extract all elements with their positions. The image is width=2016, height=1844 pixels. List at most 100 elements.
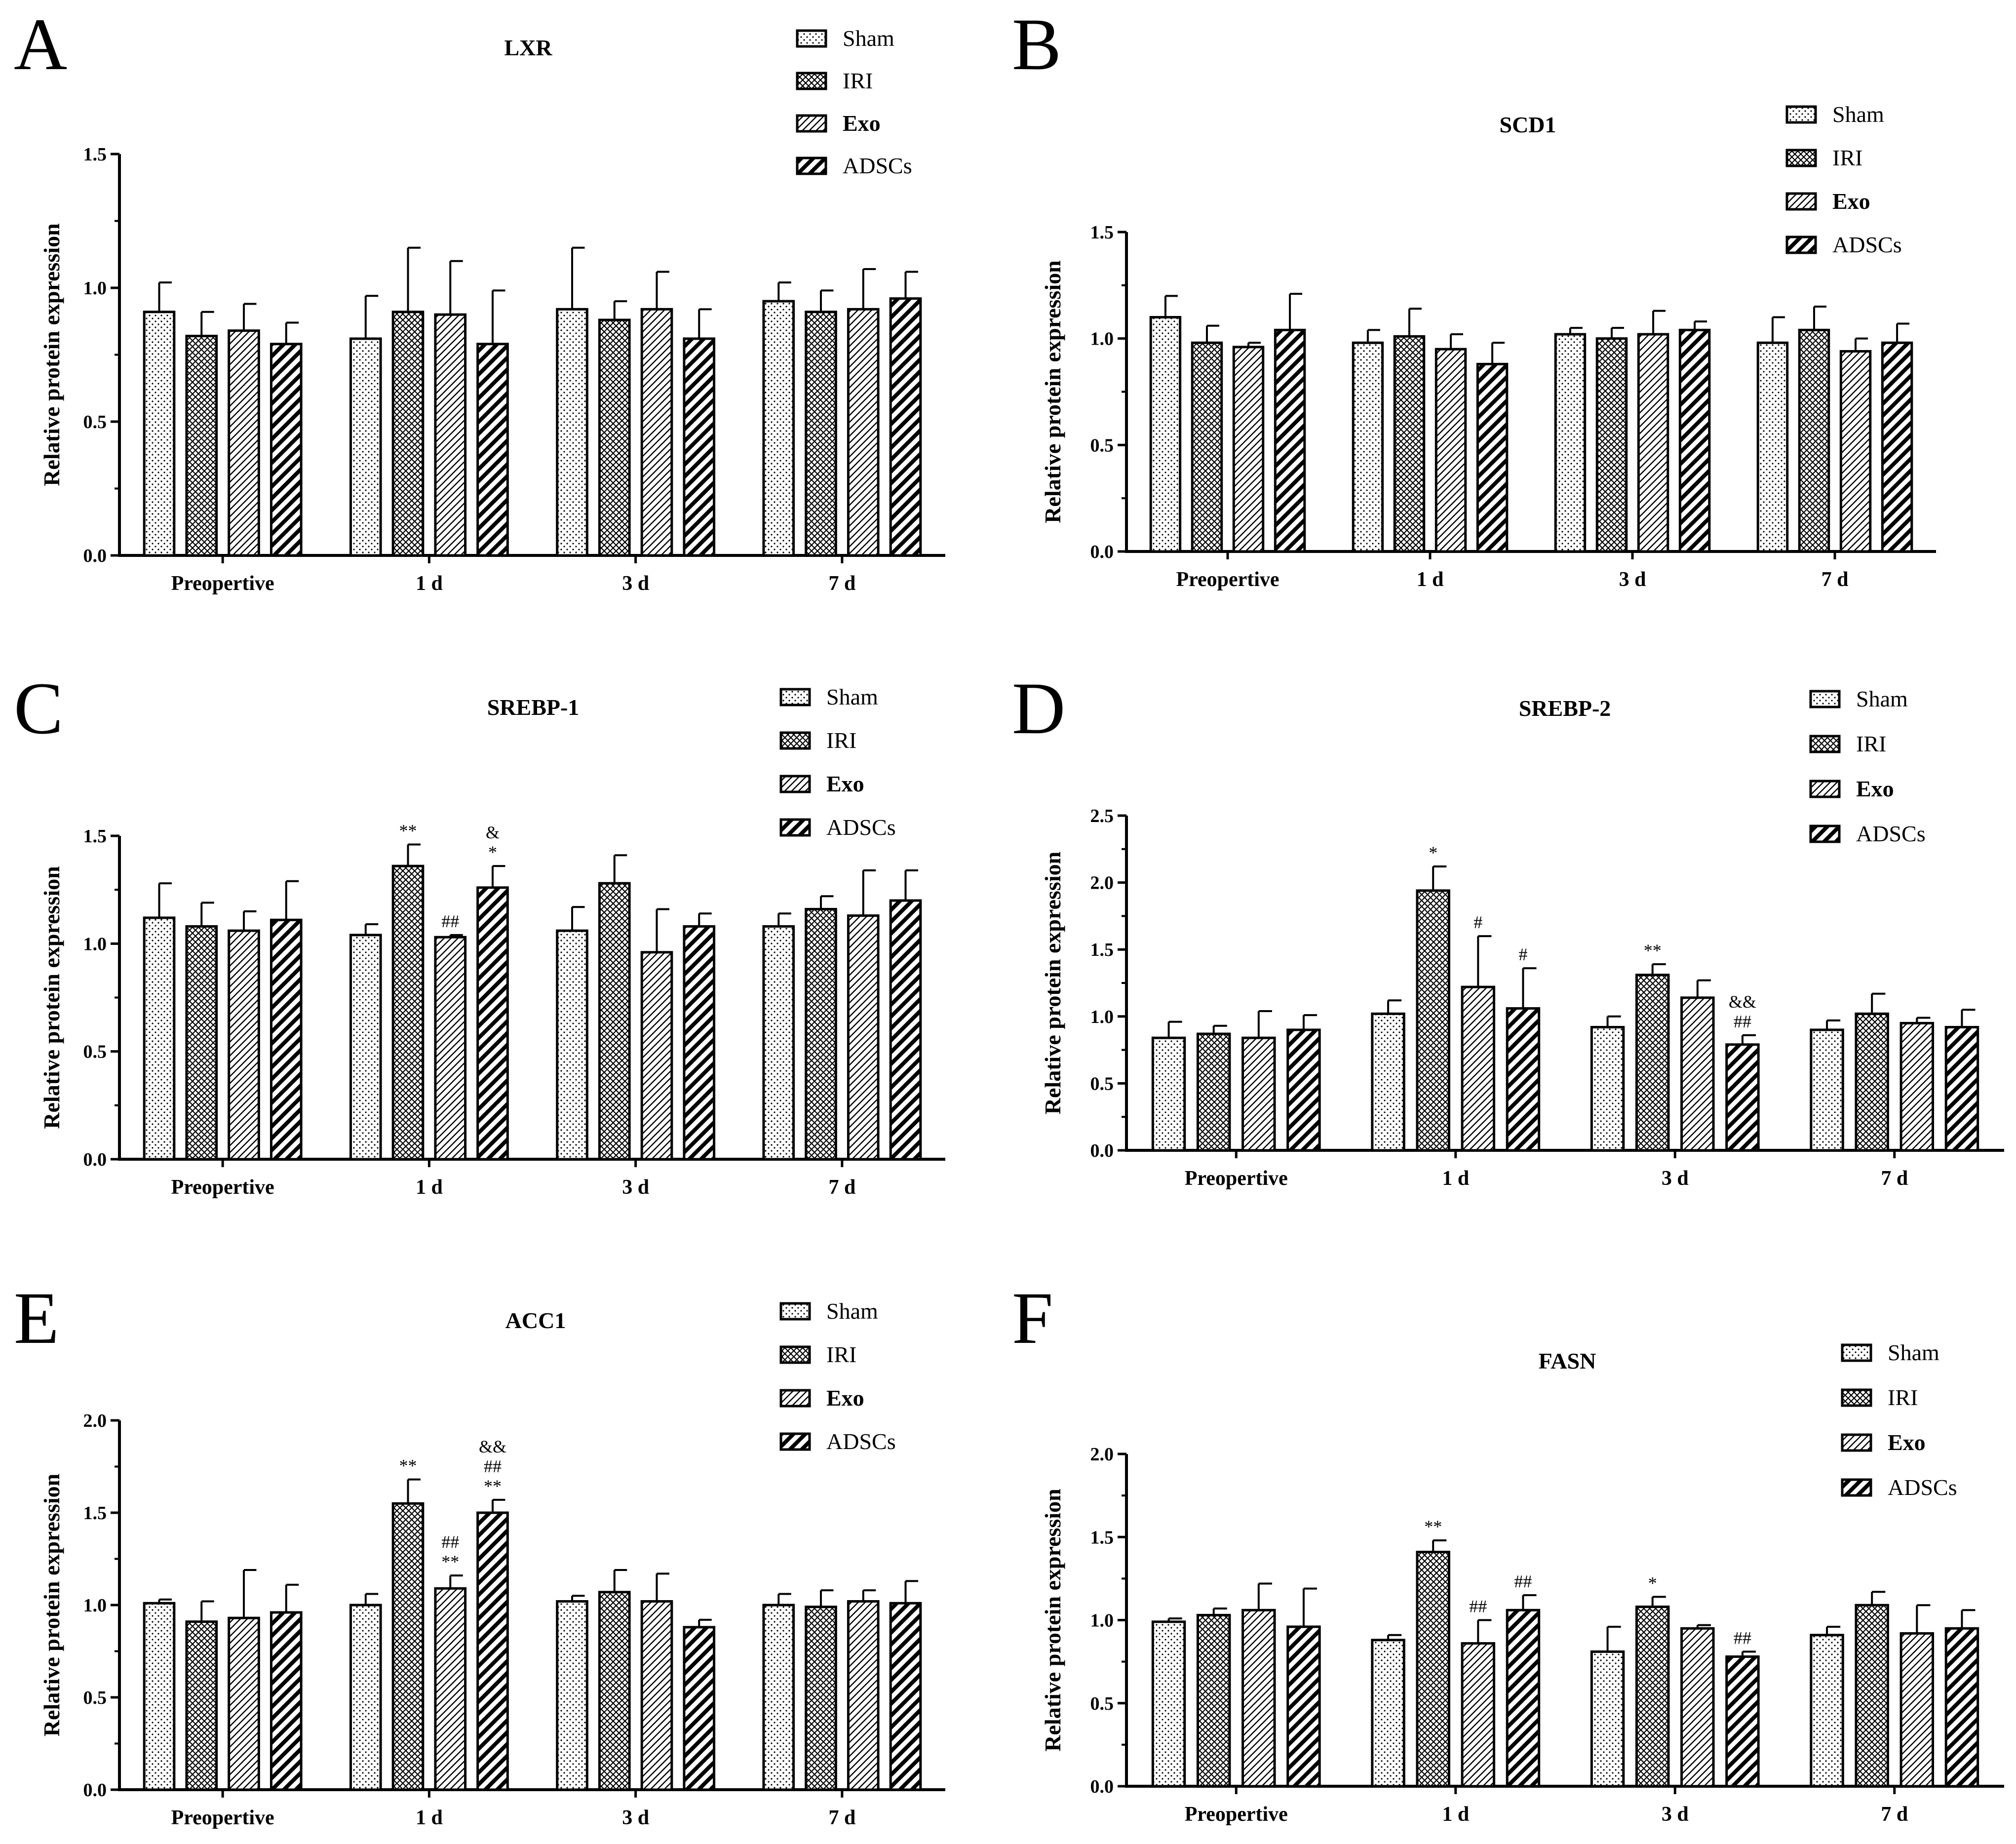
legend-swatch-exo bbox=[779, 1389, 811, 1408]
plot-area: 0.0 0.5 1.0 1.5 Relative protein expression P… bbox=[1040, 222, 1936, 591]
significance-mark: ## bbox=[1734, 1012, 1751, 1031]
x-tick-label-3-d: 3 d bbox=[622, 572, 649, 595]
bar-iri-3-d bbox=[1635, 974, 1670, 1152]
panel-letter: E bbox=[14, 1277, 59, 1359]
x-tick-label-preopertive: Preopertive bbox=[171, 1176, 274, 1199]
bar-sham-preopertive bbox=[1149, 316, 1182, 553]
legend-label-adscs: ADSCs bbox=[843, 153, 912, 178]
legend-label-exo: Exo bbox=[826, 771, 864, 796]
bar-adscs-1-d bbox=[476, 343, 509, 557]
x-tick-label-7-d: 7 d bbox=[828, 1176, 855, 1199]
significance-mark: * bbox=[1429, 843, 1437, 863]
y-tick-label: 1.0 bbox=[83, 278, 107, 299]
bar-adscs-7-d bbox=[1944, 1627, 1979, 1788]
y-tick-label: 0.5 bbox=[1090, 435, 1114, 456]
y-axis-title: Relative protein expression bbox=[39, 223, 64, 486]
significance-mark: ** bbox=[484, 1476, 502, 1496]
plot-area: 0.0 0.5 1.0 1.5 Relative protein expression P… bbox=[39, 144, 945, 595]
bar-adscs-preopertive bbox=[270, 1611, 303, 1791]
x-tick-label-7-d: 7 d bbox=[828, 1806, 855, 1829]
bar-exo-7-d bbox=[847, 914, 880, 1161]
bar-sham-preopertive bbox=[1151, 1620, 1186, 1788]
bar-iri-7-d bbox=[1855, 1604, 1889, 1788]
bar-iri-1-d bbox=[391, 311, 425, 557]
bar-exo-1-d bbox=[434, 313, 467, 557]
x-tick-label-1-d: 1 d bbox=[416, 572, 443, 595]
chart-title: SCD1 bbox=[1499, 112, 1556, 137]
y-tick-label: 1.5 bbox=[1090, 940, 1114, 960]
bar-sham-7-d bbox=[1810, 1028, 1844, 1152]
panel-f-fasn-chart: F FASN 0.0 0.5 1.0 1.5 2.0 Relative protein e… bbox=[1012, 1277, 2004, 1826]
bar-iri-preopertive bbox=[1196, 1032, 1231, 1152]
y-tick-label: 1.5 bbox=[83, 144, 107, 165]
significance-mark: ** bbox=[1644, 941, 1662, 960]
legend: Sham IRI Exo ADSCs bbox=[796, 26, 912, 178]
legend-swatch-iri bbox=[779, 731, 811, 750]
x-tick-label-preopertive: Preopertive bbox=[1185, 1167, 1288, 1190]
chart-title: FASN bbox=[1539, 1348, 1596, 1373]
y-tick-label: 0.0 bbox=[1090, 1776, 1114, 1797]
bar-exo-1-d bbox=[1434, 348, 1467, 553]
y-axis-title: Relative protein expression bbox=[39, 866, 64, 1129]
panel-b-scd1-chart: B SCD1 0.0 0.5 1.0 1.5 Relative protein expr… bbox=[1012, 3, 1936, 591]
bar-adscs-preopertive bbox=[1286, 1625, 1321, 1788]
bar-sham-preopertive bbox=[1151, 1036, 1186, 1152]
significance-mark: ## bbox=[441, 911, 459, 931]
y-axis-title: Relative protein expression bbox=[39, 1474, 64, 1736]
significance-mark: && bbox=[1729, 992, 1756, 1012]
bar-sham-1-d bbox=[1371, 1012, 1405, 1152]
plot-area: 0.0 0.5 1.0 1.5 2.0 Relative protein expressi… bbox=[39, 1411, 945, 1829]
bar-iri-1-d bbox=[391, 1502, 425, 1791]
y-tick-label: 0.5 bbox=[83, 412, 107, 432]
bar-adscs-preopertive bbox=[1286, 1028, 1321, 1152]
legend: Sham IRI Exo ADSCs bbox=[1785, 102, 1902, 257]
bar-adscs-3-d bbox=[1725, 1043, 1760, 1152]
bar-iri-1-d bbox=[1416, 1551, 1450, 1788]
significance-mark: & bbox=[486, 823, 500, 842]
x-tick-label-3-d: 3 d bbox=[1662, 1803, 1689, 1826]
significance-mark: ## bbox=[484, 1456, 502, 1476]
x-tick-label-7-d: 7 d bbox=[1881, 1167, 1908, 1190]
legend-swatch-sham bbox=[779, 688, 811, 706]
bar-sham-1-d bbox=[349, 934, 382, 1161]
significance-mark: * bbox=[1648, 1573, 1657, 1593]
bar-sham-7-d bbox=[762, 925, 795, 1161]
significance-mark: ** bbox=[399, 821, 417, 840]
bar-iri-3-d bbox=[1595, 337, 1628, 553]
bar-iri-3-d bbox=[598, 318, 631, 557]
legend-swatch-sham bbox=[796, 29, 827, 48]
legend-label-exo: Exo bbox=[1832, 189, 1870, 214]
bar-adscs-1-d bbox=[1476, 362, 1509, 553]
bar-adscs-7-d bbox=[1881, 341, 1913, 553]
bar-sham-7-d bbox=[1810, 1634, 1844, 1788]
y-axis-title: Relative protein expression bbox=[1040, 1489, 1065, 1751]
bar-adscs-7-d bbox=[1944, 1025, 1979, 1152]
x-tick-label-preopertive: Preopertive bbox=[171, 1806, 274, 1829]
y-tick-label: 0.0 bbox=[1090, 542, 1114, 562]
bar-exo-preopertive bbox=[1241, 1036, 1276, 1152]
legend: Sham IRI Exo ADSCs bbox=[1809, 686, 1926, 846]
x-tick-label-preopertive: Preopertive bbox=[171, 572, 274, 595]
legend-label-adscs: ADSCs bbox=[1832, 232, 1902, 257]
legend-label-sham: Sham bbox=[1856, 686, 1908, 711]
legend-label-iri: IRI bbox=[1856, 731, 1886, 756]
bar-exo-7-d bbox=[847, 308, 880, 557]
legend-swatch-exo bbox=[1785, 192, 1817, 211]
bar-adscs-7-d bbox=[889, 297, 922, 557]
x-tick-label-3-d: 3 d bbox=[1662, 1167, 1689, 1190]
legend-swatch-adscs bbox=[779, 1432, 811, 1451]
x-tick-label-1-d: 1 d bbox=[1442, 1167, 1469, 1190]
significance-mark: ## bbox=[1734, 1628, 1751, 1648]
bar-iri-7-d bbox=[1798, 328, 1830, 553]
bar-iri-3-d bbox=[1635, 1606, 1670, 1788]
legend-swatch-exo bbox=[1809, 780, 1841, 798]
bar-exo-preopertive bbox=[228, 929, 260, 1161]
bar-adscs-3-d bbox=[683, 925, 716, 1161]
y-tick-label: 0.0 bbox=[83, 546, 107, 566]
bar-sham-1-d bbox=[349, 1604, 382, 1791]
panel-letter: C bbox=[14, 667, 63, 749]
bar-sham-preopertive bbox=[143, 311, 176, 557]
legend-label-exo: Exo bbox=[1888, 1430, 1926, 1455]
bar-exo-3-d bbox=[640, 308, 673, 557]
bar-exo-1-d bbox=[434, 936, 467, 1161]
